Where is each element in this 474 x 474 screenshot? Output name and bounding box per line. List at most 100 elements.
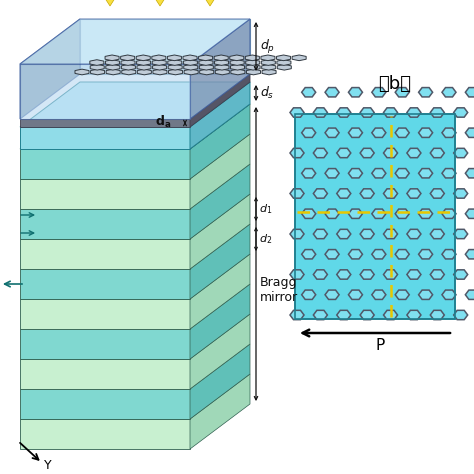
- Polygon shape: [20, 19, 80, 119]
- Polygon shape: [246, 55, 259, 61]
- Polygon shape: [190, 224, 250, 299]
- Polygon shape: [200, 64, 213, 70]
- Polygon shape: [454, 148, 468, 158]
- Polygon shape: [152, 55, 166, 61]
- Polygon shape: [430, 310, 444, 319]
- Polygon shape: [261, 60, 275, 65]
- Polygon shape: [106, 64, 120, 70]
- Polygon shape: [230, 60, 244, 65]
- Polygon shape: [20, 119, 190, 127]
- Polygon shape: [262, 69, 276, 75]
- Polygon shape: [137, 60, 151, 65]
- Polygon shape: [20, 299, 190, 329]
- Polygon shape: [230, 55, 244, 61]
- Polygon shape: [184, 69, 198, 75]
- Polygon shape: [301, 169, 316, 178]
- Text: P: P: [375, 337, 384, 353]
- FancyArrow shape: [151, 0, 169, 6]
- Polygon shape: [454, 229, 468, 239]
- Polygon shape: [190, 314, 250, 389]
- Polygon shape: [348, 88, 363, 97]
- Polygon shape: [190, 374, 250, 449]
- Polygon shape: [372, 128, 386, 137]
- Polygon shape: [465, 88, 474, 97]
- Polygon shape: [199, 60, 213, 65]
- Text: $\mathbf{d_a}$: $\mathbf{d_a}$: [155, 114, 171, 130]
- Polygon shape: [215, 60, 228, 65]
- Polygon shape: [442, 88, 456, 97]
- Polygon shape: [465, 128, 474, 137]
- Polygon shape: [465, 250, 474, 259]
- Polygon shape: [169, 69, 182, 75]
- Polygon shape: [313, 310, 328, 319]
- Polygon shape: [454, 189, 468, 198]
- Polygon shape: [337, 310, 351, 319]
- Polygon shape: [301, 250, 316, 259]
- Polygon shape: [430, 108, 444, 117]
- Polygon shape: [215, 69, 229, 75]
- Polygon shape: [313, 189, 328, 198]
- FancyArrow shape: [101, 0, 119, 6]
- Polygon shape: [325, 128, 339, 137]
- Polygon shape: [407, 270, 421, 279]
- Polygon shape: [20, 179, 190, 209]
- Polygon shape: [372, 250, 386, 259]
- Polygon shape: [348, 290, 363, 300]
- Polygon shape: [121, 60, 135, 65]
- Polygon shape: [75, 69, 89, 75]
- Polygon shape: [276, 55, 291, 61]
- Polygon shape: [395, 128, 409, 137]
- Polygon shape: [106, 69, 120, 75]
- Polygon shape: [20, 359, 190, 389]
- Polygon shape: [325, 209, 339, 219]
- Polygon shape: [136, 55, 150, 61]
- Polygon shape: [137, 69, 151, 75]
- Polygon shape: [301, 290, 316, 300]
- Bar: [295, 114, 455, 319]
- Text: $d_s$: $d_s$: [260, 85, 274, 101]
- Polygon shape: [20, 104, 250, 149]
- Polygon shape: [190, 104, 250, 179]
- Polygon shape: [190, 194, 250, 269]
- Polygon shape: [395, 290, 409, 300]
- Polygon shape: [290, 229, 304, 239]
- Polygon shape: [20, 239, 190, 269]
- Text: $d_p$: $d_p$: [260, 37, 275, 55]
- Polygon shape: [337, 148, 351, 158]
- Polygon shape: [337, 270, 351, 279]
- Polygon shape: [190, 74, 250, 127]
- Polygon shape: [20, 389, 190, 419]
- Polygon shape: [200, 69, 214, 75]
- Polygon shape: [407, 229, 421, 239]
- Polygon shape: [360, 108, 374, 117]
- Polygon shape: [325, 169, 339, 178]
- Polygon shape: [348, 209, 363, 219]
- Polygon shape: [383, 108, 398, 117]
- Polygon shape: [190, 19, 250, 119]
- Polygon shape: [325, 88, 339, 97]
- Polygon shape: [121, 55, 135, 61]
- Polygon shape: [290, 108, 304, 117]
- Text: $d_1$: $d_1$: [259, 202, 272, 216]
- Text: Y: Y: [44, 459, 52, 472]
- Polygon shape: [395, 169, 409, 178]
- Polygon shape: [442, 209, 456, 219]
- Polygon shape: [430, 148, 444, 158]
- Polygon shape: [419, 250, 433, 259]
- Polygon shape: [231, 69, 245, 75]
- Polygon shape: [360, 229, 374, 239]
- Polygon shape: [190, 284, 250, 359]
- Polygon shape: [20, 149, 190, 179]
- Polygon shape: [292, 55, 306, 61]
- Polygon shape: [383, 189, 398, 198]
- Polygon shape: [348, 169, 363, 178]
- Polygon shape: [190, 82, 250, 149]
- Polygon shape: [246, 64, 260, 70]
- Polygon shape: [190, 344, 250, 419]
- Polygon shape: [168, 60, 182, 65]
- Polygon shape: [20, 209, 190, 239]
- Polygon shape: [348, 128, 363, 137]
- Polygon shape: [442, 290, 456, 300]
- Polygon shape: [190, 164, 250, 239]
- Polygon shape: [313, 229, 328, 239]
